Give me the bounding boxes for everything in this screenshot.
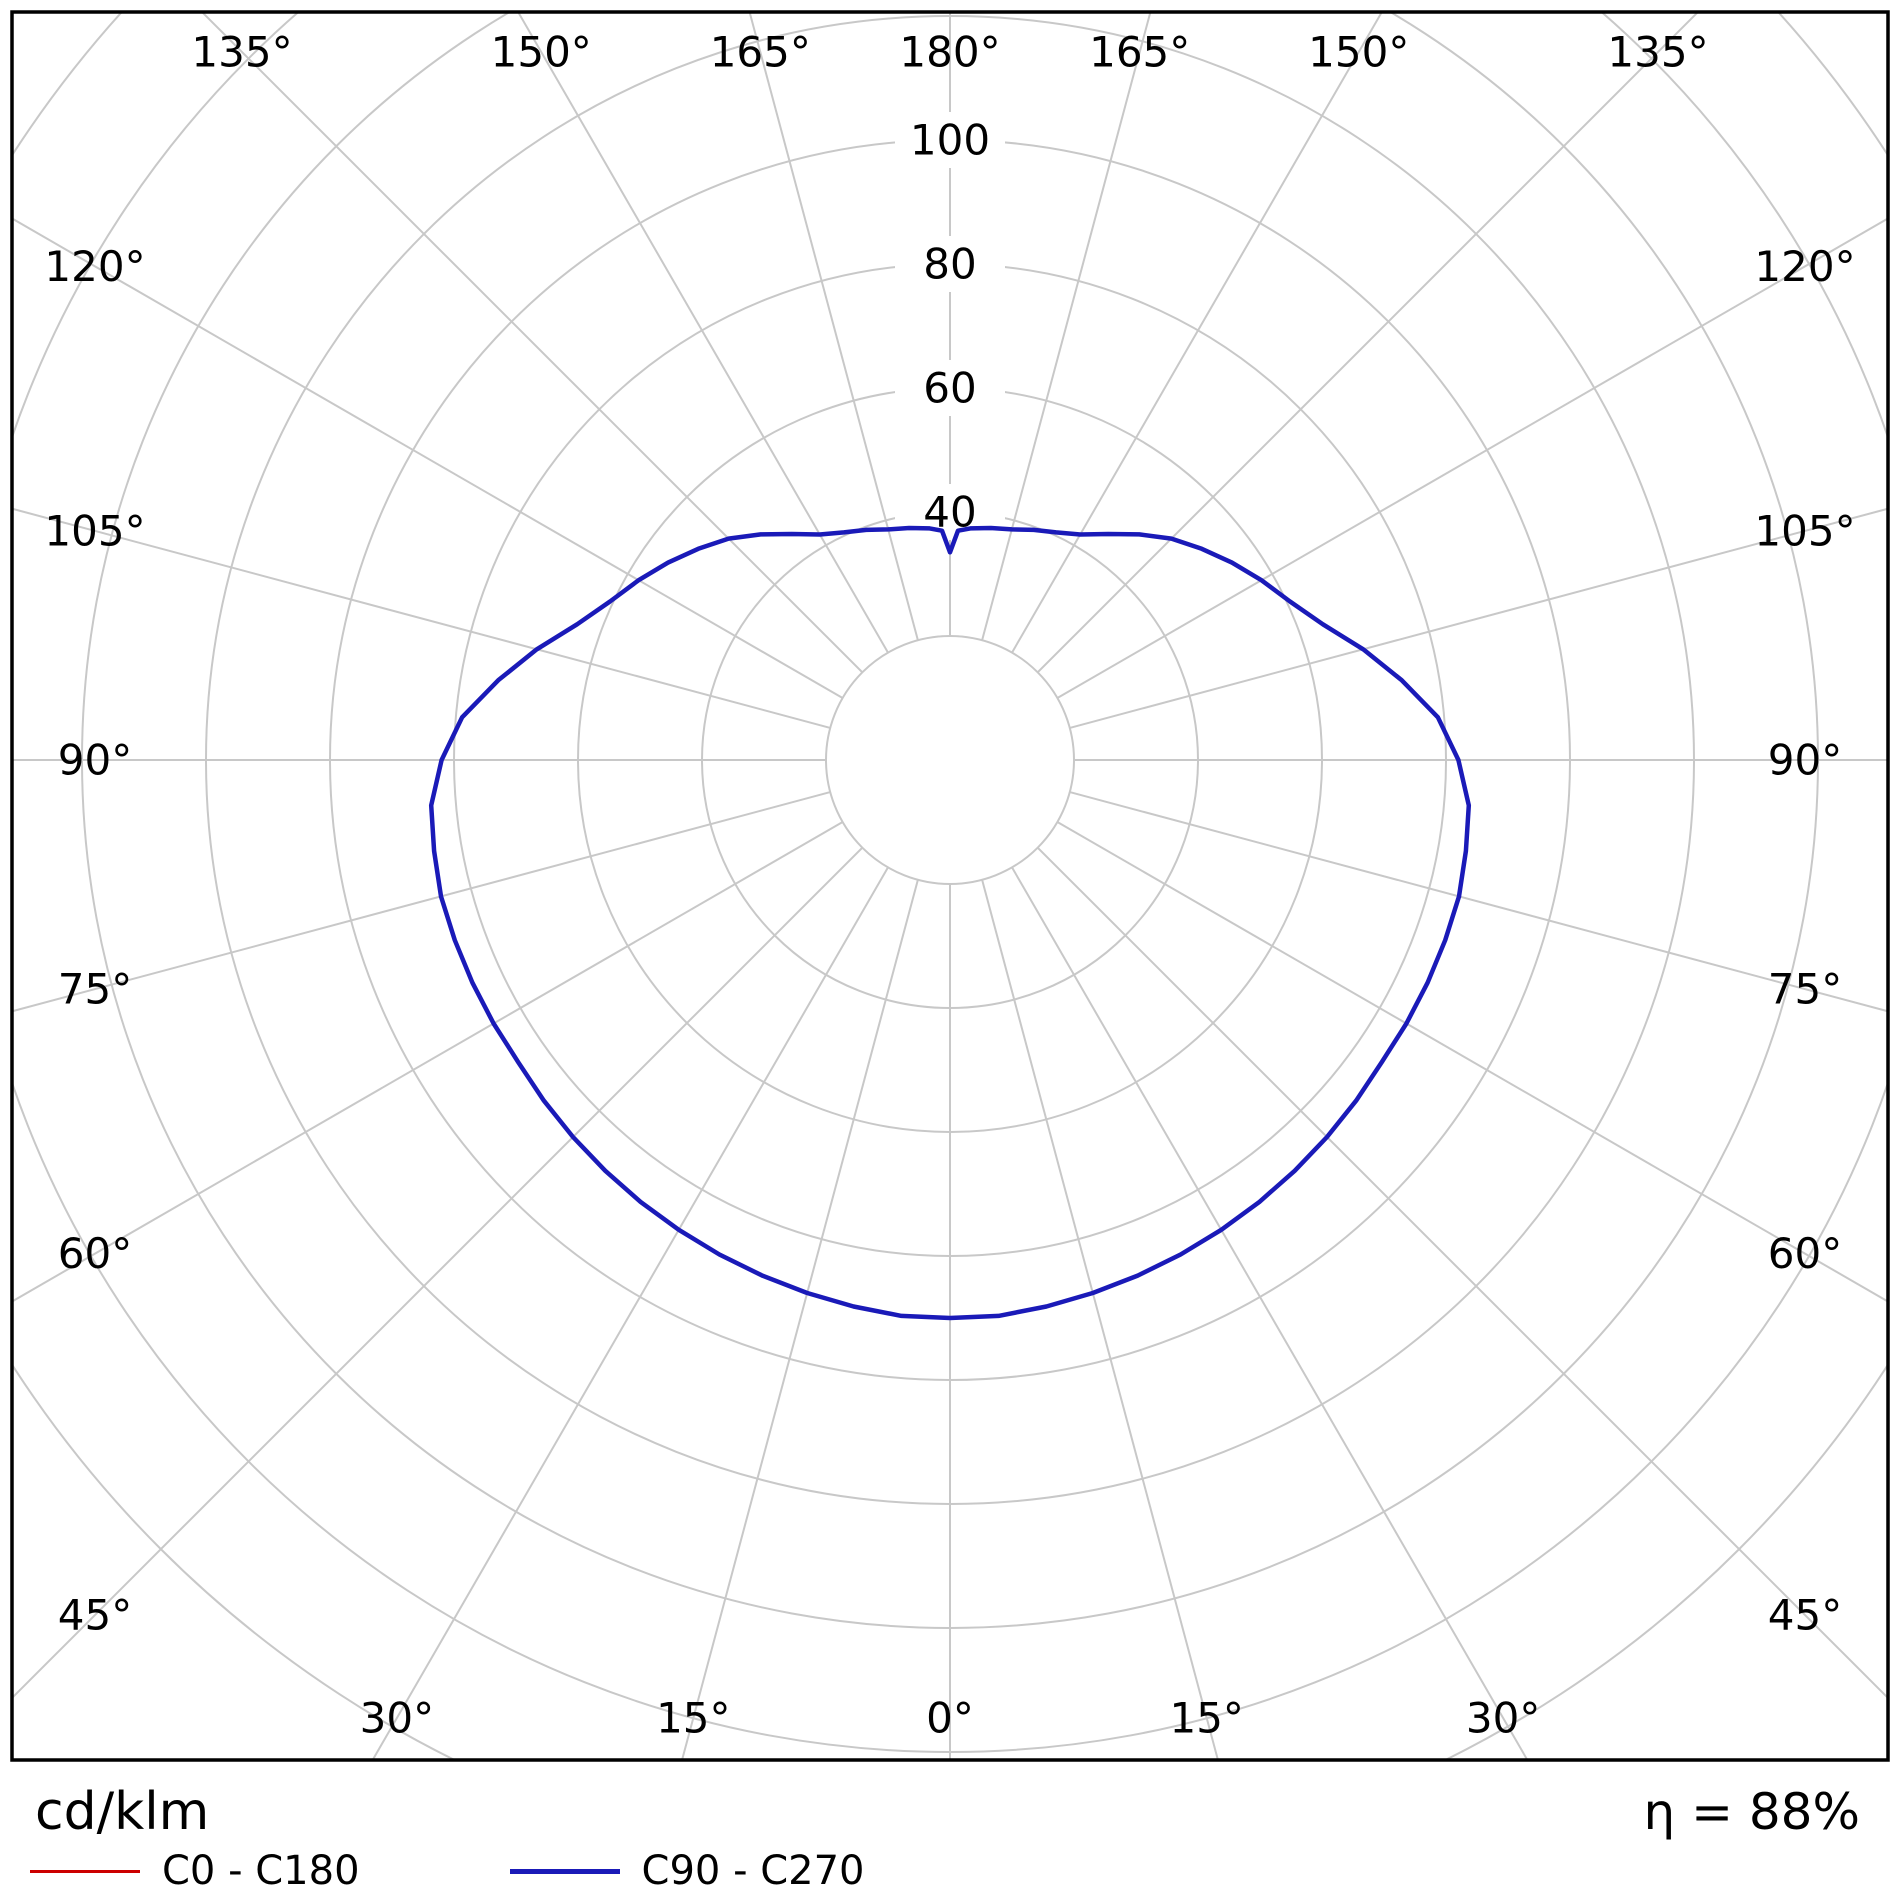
angle-label: 30° — [1466, 1694, 1540, 1743]
legend-line-blue-icon — [509, 1868, 620, 1874]
angle-labels: 0° 15° 15° 30° 30° 45° 45° 60° 60° 75° 75° 90° 90° 10… — [44, 28, 1855, 1743]
radial-tick-label: 60 — [923, 364, 976, 413]
grid-spoke — [1069, 791, 1888, 1013]
polar-grid — [12, 12, 1888, 1760]
grid-spoke — [748, 12, 919, 641]
grid-spoke — [516, 12, 889, 654]
angle-label: 75° — [58, 965, 132, 1014]
grid-spoke — [12, 791, 831, 1013]
legend-item-c0-c180: C0 - C180 — [30, 1848, 360, 1894]
angle-label: 15° — [1169, 1694, 1243, 1743]
grid-spoke — [981, 879, 1219, 1760]
grid-spoke — [371, 866, 889, 1760]
tick-label-bg — [895, 236, 1005, 292]
legend: C0 - C180 C90 - C270 — [0, 1848, 1900, 1894]
angle-label: 90° — [1768, 736, 1842, 785]
grid-spoke — [681, 879, 919, 1760]
angle-label: 90° — [58, 736, 132, 785]
grid-ring — [825, 635, 1075, 885]
angle-label: 75° — [1768, 965, 1842, 1014]
chart-footer: cd/klm η = 88% C0 - C180 C90 - C270 — [0, 1772, 1900, 1900]
angle-label: 0° — [926, 1694, 974, 1743]
legend-line-red-icon — [30, 1869, 140, 1873]
angle-label: 165° — [710, 28, 811, 77]
legend-item-c90-c270: C90 - C270 — [509, 1848, 865, 1894]
angle-label: 150° — [1308, 28, 1409, 77]
grid-spoke — [1036, 12, 1700, 674]
curves — [428, 525, 1472, 1321]
grid-spoke — [200, 12, 864, 674]
angle-label: 60° — [58, 1229, 132, 1278]
tick-label-bg — [895, 484, 1005, 540]
radial-tick-label: 80 — [923, 240, 976, 289]
angle-label: 30° — [360, 1694, 434, 1743]
grid-spoke — [981, 12, 1152, 641]
grid-spoke — [1036, 846, 1888, 1700]
grid-spoke — [1011, 12, 1384, 654]
angle-label: 135° — [191, 28, 292, 77]
angle-label: 120° — [1754, 242, 1855, 291]
grid-spoke — [12, 821, 844, 1303]
angle-label: 15° — [656, 1694, 730, 1743]
angle-label: 105° — [1754, 506, 1855, 555]
angle-label: 180° — [899, 28, 1000, 77]
footer-top-row: cd/klm η = 88% — [0, 1772, 1900, 1842]
angle-label: 135° — [1607, 28, 1708, 77]
angle-label: 60° — [1768, 1229, 1842, 1278]
angle-label: 105° — [44, 506, 145, 555]
grid-spoke — [1011, 866, 1529, 1760]
grid-spoke — [1056, 821, 1888, 1303]
tick-label-bg — [895, 360, 1005, 416]
radial-tick-label: 100 — [910, 116, 990, 165]
tick-label-bg — [895, 112, 1005, 168]
grid-spoke — [1056, 217, 1888, 699]
angle-label: 45° — [58, 1591, 132, 1640]
angle-label: 150° — [491, 28, 592, 77]
grid-spoke — [1069, 507, 1888, 729]
grid-spoke — [12, 217, 844, 699]
legend-label-c90-c270: C90 - C270 — [641, 1848, 865, 1894]
legend-label-c0-c180: C0 - C180 — [162, 1848, 360, 1894]
curve-c90-c270 — [428, 525, 1472, 1321]
plot-border — [10, 10, 1890, 1762]
grid-spoke — [12, 507, 831, 729]
angle-label: 165° — [1089, 28, 1190, 77]
grid-spoke — [12, 846, 864, 1700]
efficiency-label: η = 88% — [1643, 1783, 1860, 1841]
angle-label: 45° — [1768, 1591, 1842, 1640]
unit-label: cd/klm — [35, 1782, 210, 1842]
angle-label: 120° — [44, 242, 145, 291]
